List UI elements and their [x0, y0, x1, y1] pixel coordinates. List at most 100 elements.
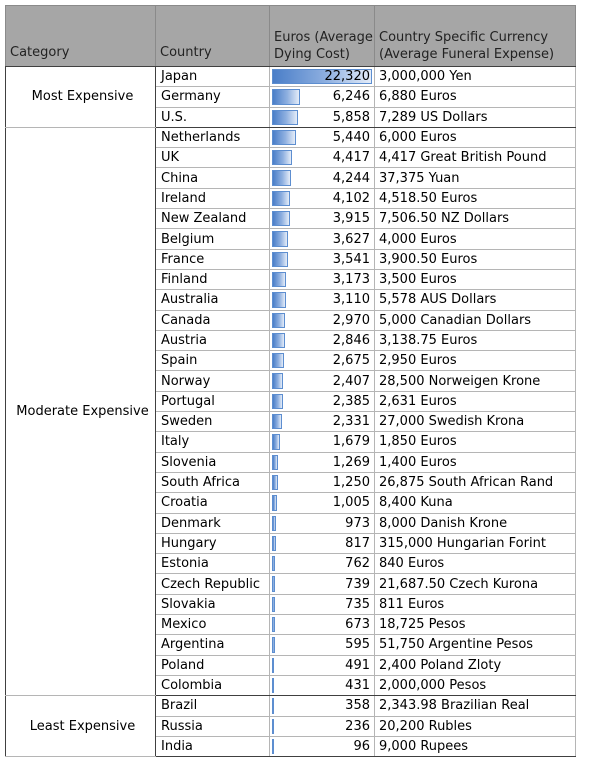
euros-cell[interactable]: 358 [269, 695, 375, 717]
euros-cell[interactable]: 673 [269, 614, 375, 636]
local-currency-cell[interactable]: 5,578 AUS Dollars [374, 289, 576, 311]
header-currency[interactable]: Country Specific Currency (Average Funera… [374, 5, 576, 67]
country-cell[interactable]: U.S. [155, 106, 270, 128]
local-currency-cell[interactable]: 7,506.50 NZ Dollars [374, 208, 576, 230]
local-currency-cell[interactable]: 37,375 Yuan [374, 167, 576, 189]
euros-cell[interactable]: 817 [269, 532, 375, 555]
euros-cell[interactable]: 3,541 [269, 248, 375, 270]
local-currency-cell[interactable]: 8,400 Kuna [374, 492, 576, 514]
country-cell[interactable]: Spain [155, 350, 270, 372]
local-currency-cell[interactable]: 2,343.98 Brazilian Real [374, 695, 576, 717]
euros-cell[interactable]: 431 [269, 674, 375, 697]
country-cell[interactable]: Norway [155, 370, 270, 392]
euros-cell[interactable]: 3,915 [269, 208, 375, 230]
local-currency-cell[interactable]: 1,400 Euros [374, 451, 576, 473]
euros-cell[interactable]: 735 [269, 593, 375, 616]
country-cell[interactable]: South Africa [155, 471, 270, 494]
country-cell[interactable]: Portugal [155, 390, 270, 413]
euros-cell[interactable]: 22,320 [269, 65, 375, 88]
local-currency-cell[interactable]: 3,500 Euros [374, 268, 576, 291]
euros-cell[interactable]: 236 [269, 715, 375, 737]
header-category[interactable]: Category [5, 5, 156, 67]
euros-cell[interactable]: 2,970 [269, 309, 375, 331]
euros-cell[interactable]: 5,858 [269, 106, 375, 128]
country-cell[interactable]: Australia [155, 289, 270, 311]
country-cell[interactable]: Sweden [155, 411, 270, 433]
euros-cell[interactable]: 4,102 [269, 187, 375, 210]
local-currency-cell[interactable]: 2,000,000 Pesos [374, 674, 576, 697]
local-currency-cell[interactable]: 315,000 Hungarian Forint [374, 532, 576, 555]
local-currency-cell[interactable]: 4,417 Great British Pound [374, 147, 576, 169]
local-currency-cell[interactable]: 6,000 Euros [374, 126, 576, 149]
country-cell[interactable]: Austria [155, 329, 270, 352]
euros-cell[interactable]: 4,244 [269, 167, 375, 189]
local-currency-cell[interactable]: 4,000 Euros [374, 228, 576, 250]
euros-cell[interactable]: 1,679 [269, 431, 375, 453]
country-cell[interactable]: Netherlands [155, 126, 270, 149]
euros-cell[interactable]: 1,005 [269, 492, 375, 514]
country-cell[interactable]: Japan [155, 65, 270, 88]
euros-cell[interactable]: 5,440 [269, 126, 375, 149]
local-currency-cell[interactable]: 4,518.50 Euros [374, 187, 576, 210]
country-cell[interactable]: China [155, 167, 270, 189]
local-currency-cell[interactable]: 2,631 Euros [374, 390, 576, 413]
local-currency-cell[interactable]: 28,500 Norweigen Krone [374, 370, 576, 392]
euros-cell[interactable]: 2,331 [269, 411, 375, 433]
euros-cell[interactable]: 973 [269, 512, 375, 534]
country-cell[interactable]: Argentina [155, 634, 270, 656]
country-cell[interactable]: Denmark [155, 512, 270, 534]
euros-cell[interactable]: 3,627 [269, 228, 375, 250]
euros-cell[interactable]: 762 [269, 553, 375, 575]
local-currency-cell[interactable]: 5,000 Canadian Dollars [374, 309, 576, 331]
local-currency-cell[interactable]: 20,200 Rubles [374, 715, 576, 737]
country-cell[interactable]: Mexico [155, 614, 270, 636]
country-cell[interactable]: Russia [155, 715, 270, 737]
country-cell[interactable]: Czech Republic [155, 573, 270, 595]
local-currency-cell[interactable]: 3,900.50 Euros [374, 248, 576, 270]
local-currency-cell[interactable]: 3,138.75 Euros [374, 329, 576, 352]
category-cell[interactable]: Most Expensive [5, 66, 156, 128]
local-currency-cell[interactable]: 18,725 Pesos [374, 614, 576, 636]
local-currency-cell[interactable]: 1,850 Euros [374, 431, 576, 453]
country-cell[interactable]: Poland [155, 654, 270, 676]
local-currency-cell[interactable]: 2,950 Euros [374, 350, 576, 372]
country-cell[interactable]: Slovakia [155, 593, 270, 616]
local-currency-cell[interactable]: 21,687.50 Czech Kurona [374, 573, 576, 595]
local-currency-cell[interactable]: 3,000,000 Yen [374, 65, 576, 88]
header-euros[interactable]: Euros (Average Dying Cost) [269, 5, 375, 67]
euros-cell[interactable]: 6,246 [269, 86, 375, 108]
euros-cell[interactable]: 4,417 [269, 147, 375, 169]
local-currency-cell[interactable]: 9,000 Rupees [374, 735, 576, 758]
country-cell[interactable]: Estonia [155, 553, 270, 575]
country-cell[interactable]: Finland [155, 268, 270, 291]
local-currency-cell[interactable]: 6,880 Euros [374, 86, 576, 108]
euros-cell[interactable]: 2,675 [269, 350, 375, 372]
country-cell[interactable]: India [155, 735, 270, 758]
country-cell[interactable]: Belgium [155, 228, 270, 250]
country-cell[interactable]: Germany [155, 86, 270, 108]
euros-cell[interactable]: 2,385 [269, 390, 375, 413]
euros-cell[interactable]: 739 [269, 573, 375, 595]
category-cell[interactable]: Moderate Expensive [5, 126, 156, 697]
local-currency-cell[interactable]: 840 Euros [374, 553, 576, 575]
euros-cell[interactable]: 2,407 [269, 370, 375, 392]
euros-cell[interactable]: 1,250 [269, 471, 375, 494]
euros-cell[interactable]: 491 [269, 654, 375, 676]
category-cell[interactable]: Least Expensive [5, 695, 156, 758]
local-currency-cell[interactable]: 27,000 Swedish Krona [374, 411, 576, 433]
euros-cell[interactable]: 1,269 [269, 451, 375, 473]
local-currency-cell[interactable]: 51,750 Argentine Pesos [374, 634, 576, 656]
local-currency-cell[interactable]: 7,289 US Dollars [374, 106, 576, 128]
euros-cell[interactable]: 96 [269, 735, 375, 758]
country-cell[interactable]: France [155, 248, 270, 270]
country-cell[interactable]: Italy [155, 431, 270, 453]
local-currency-cell[interactable]: 811 Euros [374, 593, 576, 616]
euros-cell[interactable]: 2,846 [269, 329, 375, 352]
country-cell[interactable]: New Zealand [155, 208, 270, 230]
euros-cell[interactable]: 3,173 [269, 268, 375, 291]
local-currency-cell[interactable]: 8,000 Danish Krone [374, 512, 576, 534]
local-currency-cell[interactable]: 2,400 Poland Zloty [374, 654, 576, 676]
country-cell[interactable]: Croatia [155, 492, 270, 514]
header-country[interactable]: Country [155, 5, 270, 67]
local-currency-cell[interactable]: 26,875 South African Rand [374, 471, 576, 494]
